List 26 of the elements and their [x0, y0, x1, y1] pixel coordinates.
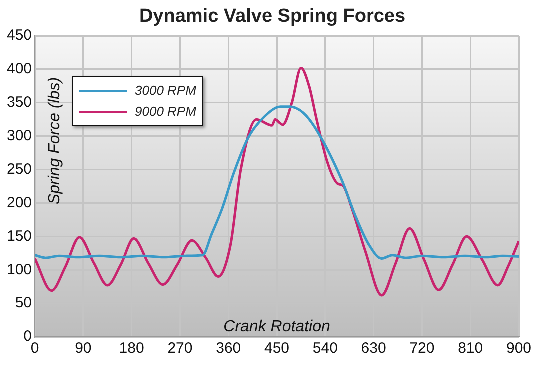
y-tick-label: 300: [6, 127, 32, 144]
y-tick-label: 150: [6, 228, 32, 245]
y-tick-label: 200: [6, 194, 32, 212]
legend-label: 3000 RPM: [135, 83, 196, 98]
x-tick-label: 180: [119, 340, 144, 358]
y-tick-label: 250: [6, 160, 32, 178]
y-tick-label: 400: [6, 60, 32, 78]
y-tick-label: 450: [6, 27, 32, 44]
y-axis-title: Spring Force (lbs): [46, 77, 64, 205]
x-tick-label: 630: [361, 340, 386, 358]
x-axis-title: Crank Rotation: [224, 318, 330, 336]
chart-title: Dynamic Valve Spring Forces: [138, 6, 407, 28]
y-tick-label: 50: [15, 294, 32, 312]
x-tick-label: 540: [312, 340, 338, 358]
x-tick-label: 810: [458, 340, 484, 358]
x-tick-label: 450: [264, 340, 290, 358]
line-series: [35, 66, 519, 297]
x-tick-label: 90: [75, 340, 92, 358]
y-tick-label: 350: [6, 94, 32, 112]
y-tick-label: 0: [24, 328, 32, 346]
x-tick-label: 270: [168, 340, 193, 358]
legend-label: 9000 RPM: [135, 104, 196, 119]
y-tick-label: 100: [6, 261, 32, 278]
x-tick-label: 900: [506, 340, 532, 358]
x-tick-label: 360: [216, 340, 242, 358]
x-tick-label: 720: [410, 340, 435, 358]
